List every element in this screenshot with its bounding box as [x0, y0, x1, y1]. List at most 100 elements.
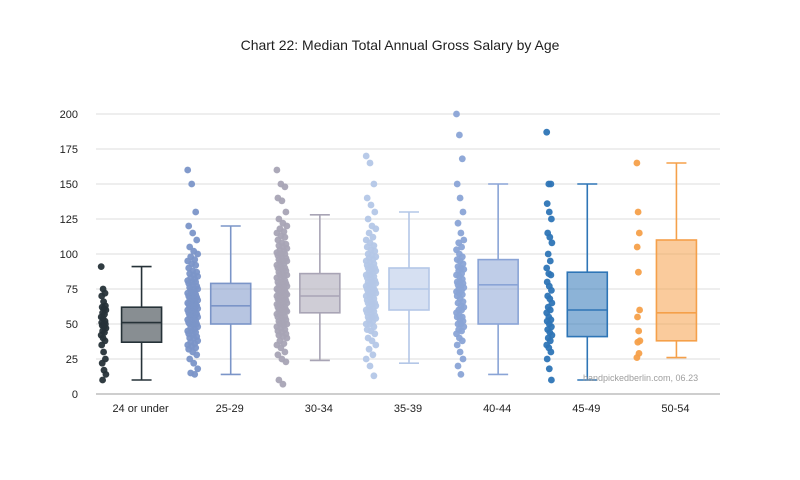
data-point [282, 358, 290, 366]
data-point [97, 263, 105, 270]
data-point [634, 338, 642, 346]
data-point [194, 250, 202, 258]
data-point [545, 365, 553, 373]
data-point [547, 180, 555, 188]
box-45-49 [566, 183, 609, 381]
data-point [635, 327, 643, 335]
data-point [634, 208, 642, 216]
data-point [543, 355, 551, 363]
x-tick-label: 50-54 [661, 403, 689, 415]
data-point [636, 306, 643, 314]
data-point [453, 341, 461, 349]
data-point [98, 359, 106, 367]
data-point [546, 257, 554, 265]
data-point [548, 287, 555, 294]
data-point [279, 380, 287, 388]
data-point [635, 268, 642, 276]
data-point [185, 222, 193, 230]
data-point [543, 264, 551, 272]
data-point [546, 233, 554, 241]
data-point [371, 208, 379, 216]
box-30-34 [299, 214, 341, 362]
data-point [193, 351, 201, 359]
data-point [372, 341, 380, 349]
y-tick-label: 175 [60, 144, 78, 156]
data-point [190, 359, 198, 367]
data-point [281, 183, 289, 191]
data-point [362, 355, 370, 363]
data-point [273, 166, 281, 174]
data-point [547, 348, 555, 356]
box-iqr [120, 306, 163, 344]
data-point [372, 225, 380, 233]
box-35-39 [388, 211, 430, 365]
data-point [633, 159, 641, 167]
data-point [634, 313, 641, 321]
data-point [370, 372, 378, 380]
data-point [282, 208, 290, 216]
data-point [460, 236, 468, 244]
data-point [281, 233, 289, 241]
data-point [457, 229, 465, 237]
data-point [362, 152, 370, 160]
data-point [366, 159, 374, 167]
box-iqr [477, 258, 519, 325]
box-iqr [655, 239, 698, 342]
data-point [454, 219, 462, 227]
data-point [459, 208, 467, 216]
chart-title: Chart 22: Median Total Annual Gross Sala… [240, 37, 560, 53]
data-point [366, 362, 374, 370]
data-point [193, 236, 201, 244]
x-tick-label: 24 or under [112, 403, 169, 415]
boxes [120, 162, 698, 381]
data-point [453, 110, 460, 118]
data-point [635, 229, 643, 237]
data-point [456, 348, 464, 356]
box-50-54 [655, 162, 698, 359]
data-point [364, 215, 372, 223]
y-tick-label: 25 [66, 354, 78, 366]
data-point [189, 229, 197, 237]
data-point [192, 261, 200, 269]
y-tick-label: 50 [66, 319, 78, 331]
data-point [102, 371, 110, 378]
data-point [278, 197, 286, 205]
data-point [100, 348, 107, 356]
data-point [367, 201, 375, 209]
data-point [545, 208, 553, 216]
x-axis-ticks: 24 or under 25-29 30-34 35-39 40-44 45-49 50-5… [112, 403, 689, 415]
data-point [456, 131, 463, 139]
y-tick-label: 0 [72, 389, 78, 401]
data-points [97, 110, 644, 388]
data-point [454, 362, 462, 370]
data-point [543, 128, 551, 136]
box-iqr [299, 272, 341, 314]
y-tick-label: 75 [66, 284, 78, 296]
y-tick-label: 100 [60, 249, 78, 261]
data-point [283, 334, 291, 342]
data-point [548, 239, 556, 247]
data-point [371, 330, 379, 338]
x-tick-label: 25-29 [216, 403, 244, 415]
y-tick-label: 200 [60, 109, 78, 121]
source-annotation: handpickedberlin.com, 06.23 [583, 373, 698, 383]
x-tick-label: 45-49 [572, 403, 600, 415]
data-point [633, 243, 641, 251]
data-point [458, 337, 466, 345]
data-point [370, 180, 378, 188]
data-point [633, 354, 641, 361]
y-tick-label: 150 [60, 179, 78, 191]
data-point [283, 222, 291, 230]
data-point [548, 215, 555, 223]
y-axis-ticks: 0 25 50 75 100 125 150 175 200 [60, 109, 78, 401]
data-point [458, 306, 465, 314]
data-point [457, 371, 465, 378]
box-iqr [566, 271, 609, 338]
box-iqr [209, 282, 252, 325]
y-tick-label: 125 [60, 214, 78, 226]
data-point [458, 327, 465, 335]
data-point [191, 371, 199, 378]
data-point [459, 355, 467, 363]
box-24-or-under [120, 265, 163, 381]
